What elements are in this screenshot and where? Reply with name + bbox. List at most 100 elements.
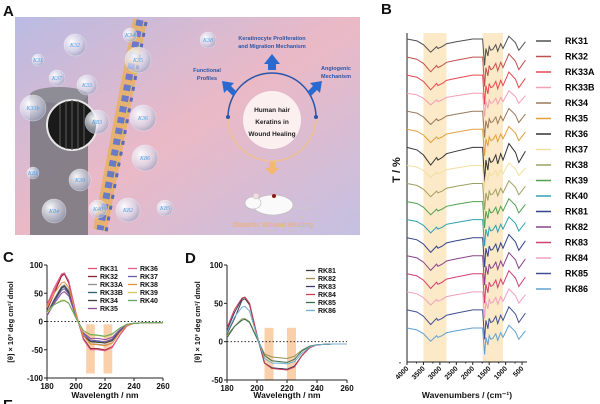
legend-label-RK34: RK34 [565,98,588,108]
arrow-up-left-icon [222,81,237,96]
y-tick-label: 100 [210,261,224,270]
legend-label-RK33B: RK33B [100,290,123,297]
legend-label-RK85: RK85 [565,269,588,279]
series-line-RK82 [406,251,526,286]
arrow-up-icon [264,54,280,70]
bubble-label: K86 [139,156,150,162]
center-circle [243,91,301,149]
center-text-line3: Wound Healing [248,131,295,138]
legend-label-RK39: RK39 [140,290,158,297]
mechanism-diagram: Human hair Keratins in Wound Healing Ker… [193,36,351,229]
bubble [41,198,67,224]
x-tick-label: 220 [98,382,112,391]
series-line-RK84 [406,288,526,319]
bubble-label: K35 [132,58,143,64]
bubble [122,27,138,43]
x-tick-label: 4000 [394,365,410,381]
series-line-RK31 [406,35,526,66]
panel-label-a: A [3,3,14,20]
panel-label-e: E [3,397,13,404]
bubble-label: K31 [32,58,43,64]
legend-label-RK82: RK82 [565,222,588,232]
y-tick-label: 50 [214,299,223,308]
y-tick-label: -100 [27,374,44,383]
left-text-line2: Profiles [197,76,217,82]
bubble-label: K81 [27,171,38,177]
legend-label-RK36: RK36 [140,266,158,273]
x-tick-label: 220 [280,384,294,393]
series-line-RK86 [226,305,347,365]
bubble [76,74,98,96]
ftir-y-axis-label: T / % [391,157,403,183]
legend-label-RK86: RK86 [565,284,588,294]
bubble [68,168,92,192]
series-line-RK38 [46,281,163,347]
legend-label-RK40: RK40 [140,298,158,305]
series-line-RK37 [406,162,526,190]
bubble [63,33,87,57]
legend-label-RK86: RK86 [318,308,336,315]
panel-label-b: B [381,1,392,18]
x-tick-label: 200 [250,384,264,393]
bubble-label: K33 [81,83,92,89]
bubble-label: K84 [48,208,59,215]
cd-chart-d: [θ] × 10³ deg cm²/ dmol Wavelength / nm … [193,261,354,400]
series-line-RK32 [406,52,526,87]
right-text-line1: Angiogenic [321,66,351,72]
x-tick-label: 2500 [444,365,460,381]
series-line-RK40 [46,300,163,337]
bubble-label: K83 [91,120,102,126]
legend-label-RK81: RK81 [565,207,588,217]
bubble-label: K39 [74,178,85,184]
graphical-abstract: K34 K32 K38 K31 K37 K33 K35 K33b K83 K36 K81 K39 K86… [15,17,360,235]
x-tick-label: 260 [340,384,354,393]
cd-c-x-axis-label: Wavelength / nm [71,390,139,400]
x-tick-label: 1000 [493,365,509,381]
ftir-x-axis-label: Wavenumbers / (cm⁻¹) [422,390,512,400]
series-line-RK34 [406,107,526,138]
bubble-label: K36 [137,116,148,122]
bubble-label: K85 [159,206,170,212]
legend-label-RK31: RK31 [100,266,118,273]
bubble-label: K82 [122,208,133,214]
legend-label-RK81: RK81 [318,268,336,275]
bubble [88,199,108,219]
center-text-line1: Human hair [254,107,290,114]
legend-label-RK37: RK37 [140,274,158,281]
ftir-chart: T / % Wavenumbers / (cm⁻¹) 4000 3500 3000 2… [391,33,595,400]
legend-label-RK39: RK39 [565,176,588,186]
series-line-RK33B [406,89,526,117]
series-line-RK35 [406,125,526,156]
legend-label-RK37: RK37 [565,145,588,155]
series-line-RK85 [406,305,526,340]
series-line-RK38 [406,179,526,211]
x-tick-label: 240 [310,384,324,393]
cd-c-y-axis-label: [θ] × 10³ deg cm²/ dmol [6,281,15,362]
legend-label-RK85: RK85 [318,300,336,307]
series-line-RK36 [406,142,526,183]
legend-label-RK35: RK35 [565,114,588,124]
mouse-illustration [244,192,314,216]
right-text-line2: Mechanism [321,74,351,80]
y-tick-label: -50 [211,376,223,385]
legend-label-RK33A: RK33A [565,67,595,77]
bottom-text: Diabetic Wound Healing [233,222,313,229]
legend-label-RK38: RK38 [565,160,588,170]
legend-label-RK84: RK84 [318,292,336,299]
legend-label-RK32: RK32 [100,274,118,281]
bubble-label: K34 [124,32,135,39]
bubble-label: K37 [51,76,63,82]
center-text-line2: Keratins in [255,119,289,126]
top-text-line2: and Migration Mechanism [238,44,306,50]
bubble-label: K38 [202,38,213,44]
shaded-band [287,327,296,380]
arrow-up-right-icon [307,81,322,96]
bubble [31,53,45,67]
shaded-band [423,33,447,362]
series-line-RK40 [406,215,526,247]
legend-label-RK40: RK40 [565,191,588,201]
arrow-down-icon [265,162,279,175]
keratin-bubbles: K34 K32 K38 K31 K37 K33 K35 K33b K83 K36 K81 K39 K86… [19,27,217,224]
x-tick-label: 500 [512,365,525,378]
x-tick-label: 180 [220,384,234,393]
